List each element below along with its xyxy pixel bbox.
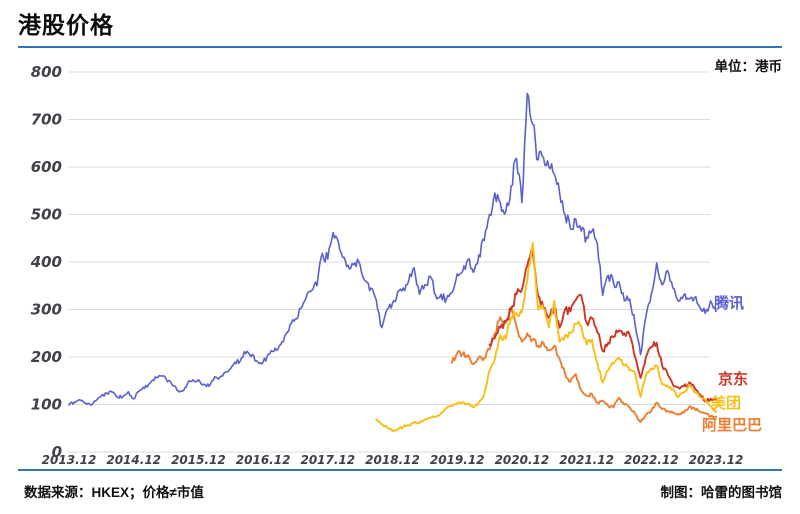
x-tick-label: 2014.12 [106, 453, 161, 467]
unit-label: 单位：港币 [714, 59, 783, 74]
x-tick-label: 2019.12 [430, 453, 485, 467]
y-tick-label: 300 [31, 301, 62, 319]
x-tick-label: 2018.12 [365, 453, 420, 467]
x-tick-label: 2023.12 [689, 453, 744, 467]
x-tick-label: 2013.12 [42, 453, 97, 467]
series-line-tencent [68, 92, 717, 406]
y-tick-label: 500 [31, 206, 62, 224]
x-tick-label: 2021.12 [559, 453, 614, 467]
x-tick-label: 2020.12 [495, 453, 550, 467]
y-tick-label: 800 [31, 63, 62, 81]
x-tick-label: 2022.12 [624, 453, 679, 467]
page-title: 港股价格 [18, 12, 114, 38]
data-source-note: 数据来源：HKEX；价格≠市值 [24, 485, 204, 500]
footer-divider [18, 469, 782, 471]
series-line-meituan [375, 242, 717, 433]
x-tick-label: 2017.12 [300, 453, 355, 467]
y-tick-label: 100 [31, 396, 62, 414]
y-tick-label: 200 [31, 348, 62, 366]
x-tick-label: 2016.12 [236, 453, 291, 467]
chart-credit: 制图：哈雷的图书馆 [660, 485, 783, 500]
series-line-jd [488, 249, 717, 403]
y-tick-label: 0 [52, 443, 62, 461]
y-tick-label: 600 [31, 158, 62, 176]
x-tick-label: 2015.12 [171, 453, 226, 467]
y-tick-label: 400 [30, 253, 62, 271]
y-tick-label: 700 [31, 111, 62, 129]
series-line-alibaba [450, 306, 717, 424]
title-divider [18, 46, 782, 48]
